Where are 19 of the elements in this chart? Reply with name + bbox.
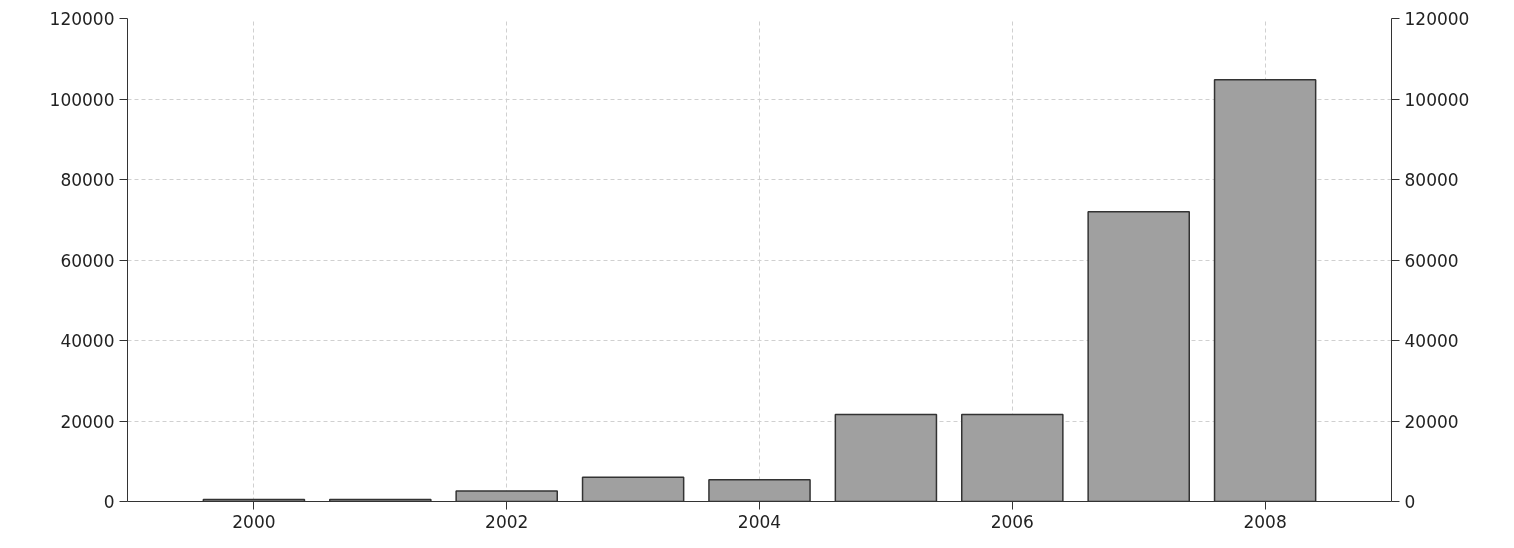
y-tick-label: 120000 <box>49 9 115 29</box>
y2-tick-label: 60000 <box>1404 250 1459 271</box>
y-tick-label: 80000 <box>60 170 115 190</box>
x-tick-label: 2002 <box>485 511 529 532</box>
x-tick-label: 2004 <box>737 511 782 532</box>
y-tick-label: 60000 <box>60 250 115 271</box>
x-tick-label: 2008 <box>1243 511 1287 532</box>
y2-tick-label: 0 <box>1404 492 1416 512</box>
y2-tick-label: 120000 <box>1404 9 1470 29</box>
y-tick-label: 20000 <box>60 411 115 432</box>
y2-tick-label: 100000 <box>1404 89 1470 110</box>
y-tick-label: 100000 <box>49 89 115 110</box>
y-tick-label: 0 <box>103 492 115 512</box>
y2-tick-label: 40000 <box>1404 331 1459 351</box>
y2-tick-label: 20000 <box>1404 411 1459 432</box>
x-tick-label: 2000 <box>232 511 276 532</box>
x-tick-label: 2006 <box>990 511 1034 532</box>
y-tick-label: 40000 <box>60 331 115 351</box>
y2-tick-label: 80000 <box>1404 170 1459 190</box>
